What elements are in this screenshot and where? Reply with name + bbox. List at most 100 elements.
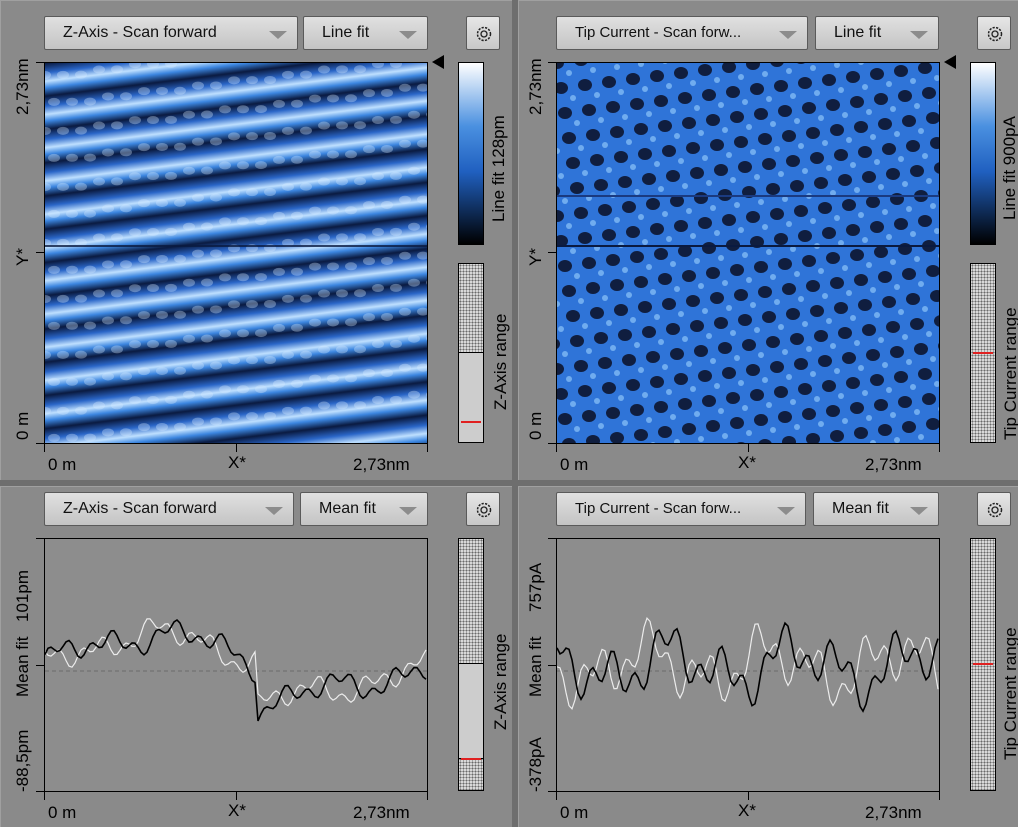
settings-button-top-right[interactable] — [977, 16, 1011, 50]
dropdown-label: Z-Axis - Scan forward — [63, 24, 217, 41]
z-axis-image[interactable] — [44, 62, 428, 444]
range-bar-bottom-left[interactable] — [458, 538, 484, 791]
x-axis-start-label: 0 m — [560, 803, 589, 822]
chevron-down-icon — [399, 31, 417, 39]
x-tick — [427, 444, 428, 452]
x-tick — [939, 792, 940, 800]
y-axis-start-label: 0 m — [13, 411, 32, 440]
y-tick — [36, 665, 44, 666]
x-axis-start-label: 0 m — [48, 455, 77, 474]
colorbar-label: Line fit 128pm — [489, 115, 508, 222]
y-tick — [548, 443, 556, 444]
x-axis-mid-label: X* — [228, 453, 246, 472]
y-tick — [548, 665, 556, 666]
x-tick — [236, 444, 237, 452]
filter-dropdown-top-left[interactable]: Line fit — [303, 16, 428, 50]
range-bar-top-left[interactable] — [458, 263, 484, 443]
y-tick — [548, 538, 556, 539]
gear-icon — [476, 26, 492, 42]
x-tick — [939, 444, 940, 452]
y-tick — [548, 791, 556, 792]
x-axis-end-label: 2,73nm — [353, 803, 410, 822]
y-axis-start-label: 0 m — [526, 411, 545, 440]
x-axis-end-label: 2,73nm — [865, 455, 922, 474]
horizontal-splitter[interactable] — [0, 480, 1018, 486]
y-axis-mid-label: Y* — [13, 248, 32, 266]
settings-button-bottom-right[interactable] — [977, 492, 1011, 526]
range-marker — [973, 352, 993, 354]
y-tick — [36, 538, 44, 539]
range-marker — [461, 421, 481, 423]
x-axis-mid-label: X* — [738, 801, 756, 820]
settings-button-top-left[interactable] — [466, 16, 500, 50]
chevron-down-icon — [399, 507, 417, 515]
y-axis-end-label: 2,73nm — [13, 58, 32, 115]
chevron-down-icon — [265, 507, 283, 515]
dropdown-label: Mean fit — [319, 500, 376, 517]
gear-icon — [476, 502, 492, 518]
y-axis-mid-label: Y* — [526, 248, 545, 266]
y-tick — [36, 443, 44, 444]
triangle-left-icon[interactable] — [432, 55, 444, 69]
chevron-down-icon — [777, 507, 795, 515]
dropdown-label: Line fit — [834, 24, 882, 41]
x-axis-start-label: 0 m — [560, 455, 589, 474]
filter-dropdown-bottom-left[interactable]: Mean fit — [300, 492, 428, 526]
x-tick — [427, 792, 428, 800]
range-marker — [461, 758, 481, 760]
x-tick — [44, 444, 45, 452]
x-axis-end-label: 2,73nm — [865, 803, 922, 822]
colorbar-label: Line fit 900pA — [1000, 116, 1018, 220]
tip-current-image[interactable] — [556, 62, 940, 444]
range-selection[interactable] — [459, 352, 483, 443]
range-label: Z-Axis range — [491, 313, 510, 410]
x-tick — [748, 792, 749, 800]
y-axis-max-label: 101pm — [13, 570, 32, 622]
settings-button-bottom-left[interactable] — [466, 492, 500, 526]
filter-dropdown-bottom-right[interactable]: Mean fit — [813, 492, 939, 526]
dropdown-label: Line fit — [322, 24, 370, 41]
chevron-down-icon — [779, 31, 797, 39]
filter-dropdown-top-right[interactable]: Line fit — [815, 16, 939, 50]
x-tick — [748, 444, 749, 452]
range-label: Tip Current range — [1001, 627, 1018, 760]
x-tick — [236, 792, 237, 800]
channel-dropdown-bottom-left[interactable]: Z-Axis - Scan forward — [44, 492, 294, 526]
channel-dropdown-bottom-right[interactable]: Tip Current - Scan forw... — [556, 492, 806, 526]
range-label: Tip Current range — [1001, 307, 1018, 440]
dropdown-label: Tip Current - Scan forw... — [575, 500, 742, 517]
x-tick — [556, 444, 557, 452]
colorbar-top-left[interactable] — [458, 62, 484, 245]
channel-dropdown-top-right[interactable]: Tip Current - Scan forw... — [556, 16, 808, 50]
dropdown-label: Z-Axis - Scan forward — [63, 500, 217, 517]
vertical-splitter[interactable] — [512, 0, 518, 827]
triangle-left-icon[interactable] — [944, 55, 956, 69]
range-bar-bottom-right[interactable] — [970, 538, 996, 791]
x-axis-end-label: 2,73nm — [353, 455, 410, 474]
y-axis-min-label: -378pA — [526, 737, 545, 792]
y-axis-max-label: 757pA — [526, 562, 545, 612]
dropdown-label: Mean fit — [832, 500, 889, 517]
y-axis-mid-label: Mean fit — [526, 636, 545, 697]
chevron-down-icon — [910, 31, 928, 39]
channel-dropdown-top-left[interactable]: Z-Axis - Scan forward — [44, 16, 298, 50]
range-marker — [973, 663, 993, 665]
y-axis-end-label: 2,73nm — [526, 58, 545, 115]
colorbar-top-right[interactable] — [970, 62, 996, 245]
x-axis-mid-label: X* — [738, 453, 756, 472]
y-axis-min-label: -88,5pm — [13, 729, 32, 792]
range-bar-top-right[interactable] — [970, 263, 996, 443]
tip-current-line-profile[interactable] — [556, 538, 940, 792]
z-axis-line-profile[interactable] — [44, 538, 428, 792]
x-tick — [44, 792, 45, 800]
y-tick — [36, 791, 44, 792]
x-tick — [556, 792, 557, 800]
range-selection[interactable] — [459, 663, 483, 759]
y-tick — [36, 252, 44, 253]
gear-icon — [987, 502, 1003, 518]
dropdown-label: Tip Current - Scan forw... — [575, 24, 742, 41]
x-axis-start-label: 0 m — [48, 803, 77, 822]
y-tick — [548, 252, 556, 253]
range-label: Z-Axis range — [491, 633, 510, 730]
y-tick — [36, 62, 44, 63]
